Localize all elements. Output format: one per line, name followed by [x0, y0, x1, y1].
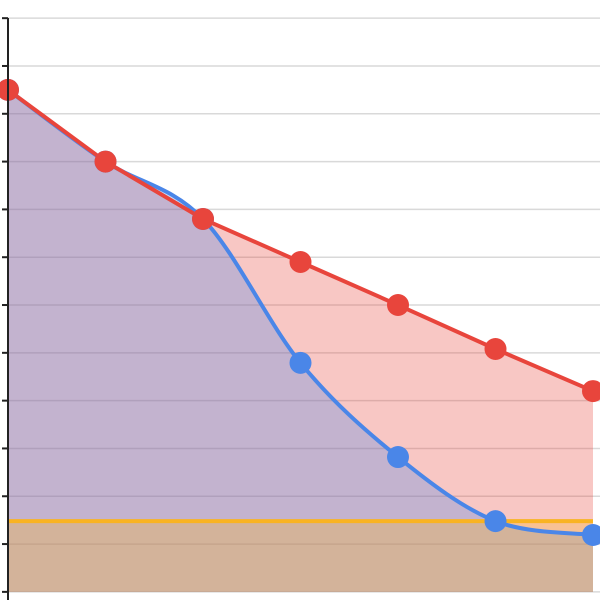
marker [484, 338, 507, 361]
marker [289, 351, 312, 374]
marker [387, 446, 409, 469]
marker [0, 78, 19, 101]
marker [192, 207, 214, 230]
marker [582, 380, 600, 403]
marker [484, 510, 507, 533]
area-fill [8, 521, 593, 592]
marker [289, 250, 312, 273]
area-fill [8, 89, 593, 592]
marker [582, 523, 600, 546]
marker [94, 150, 117, 173]
area-fill [8, 89, 593, 592]
marker [387, 294, 409, 317]
